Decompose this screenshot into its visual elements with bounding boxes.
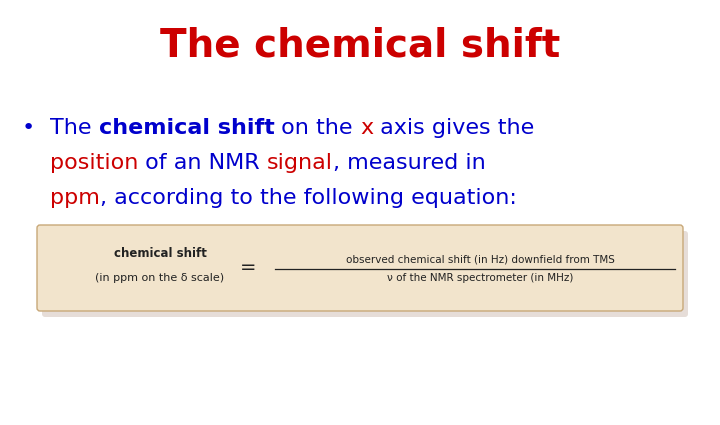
Text: The chemical shift: The chemical shift (160, 26, 560, 64)
Text: on the: on the (274, 118, 360, 138)
Text: observed chemical shift (in Hz) downfield from TMS: observed chemical shift (in Hz) downfiel… (346, 255, 614, 265)
Text: ppm: ppm (50, 188, 100, 208)
Text: chemical shift: chemical shift (99, 118, 274, 138)
FancyBboxPatch shape (42, 231, 688, 317)
Text: of an NMR: of an NMR (138, 153, 267, 173)
Text: x: x (360, 118, 373, 138)
Text: (in ppm on the δ scale): (in ppm on the δ scale) (96, 273, 225, 283)
Text: •: • (22, 118, 35, 138)
Text: axis gives the: axis gives the (373, 118, 534, 138)
Text: , according to the following equation:: , according to the following equation: (100, 188, 517, 208)
Text: The: The (50, 118, 99, 138)
Text: position: position (50, 153, 138, 173)
Text: , measured in: , measured in (333, 153, 486, 173)
Text: chemical shift: chemical shift (114, 247, 207, 260)
Text: =: = (240, 258, 256, 278)
Text: signal: signal (267, 153, 333, 173)
FancyBboxPatch shape (37, 225, 683, 311)
Text: ν of the NMR spectrometer (in MHz): ν of the NMR spectrometer (in MHz) (387, 273, 573, 283)
